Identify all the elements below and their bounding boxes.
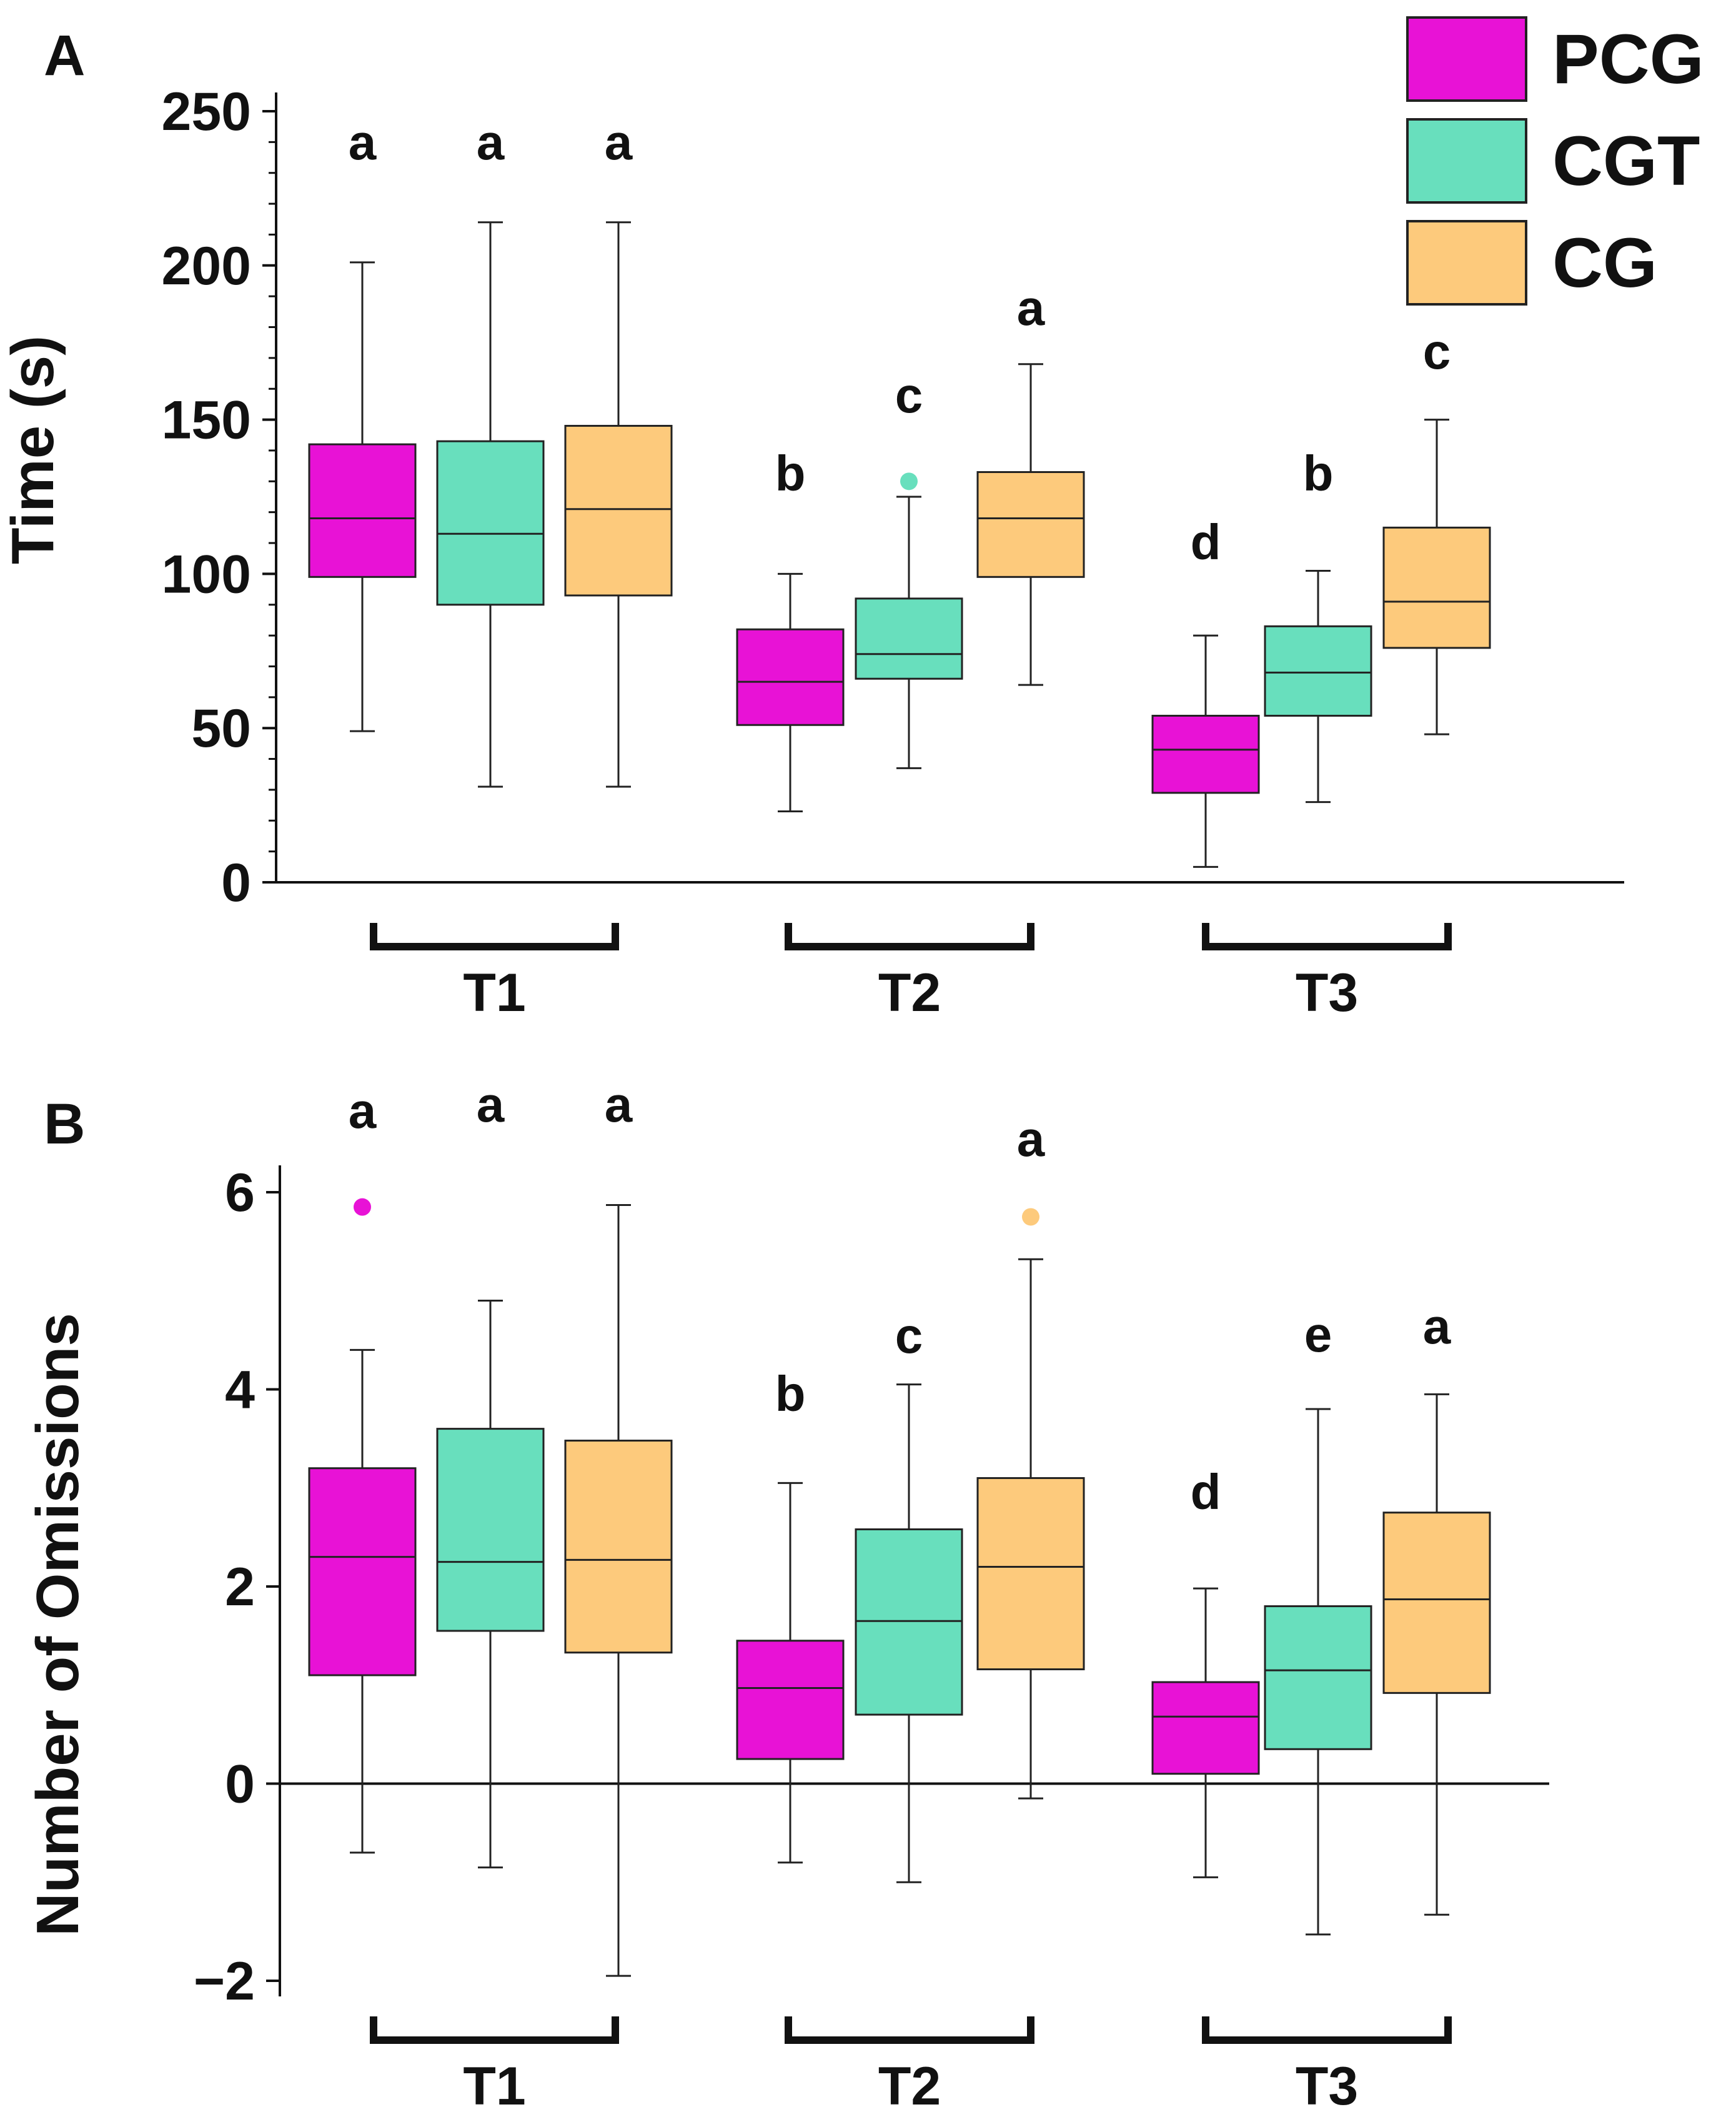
iqr-box bbox=[855, 1528, 963, 1716]
significance-letter: a bbox=[349, 1083, 377, 1138]
significance-letter: b bbox=[775, 1366, 806, 1422]
significance-letter: d bbox=[1191, 1464, 1221, 1520]
y-axis-label: Number of Omissions bbox=[24, 1313, 91, 1936]
iqr-box bbox=[436, 440, 545, 606]
significance-letter: a bbox=[477, 1077, 505, 1132]
significance-letter: b bbox=[775, 446, 806, 501]
iqr-box bbox=[564, 424, 673, 597]
box-cgt-t1: a bbox=[436, 114, 545, 788]
iqr-box bbox=[855, 597, 963, 680]
significance-letter: c bbox=[895, 367, 923, 423]
box-cg-t3: c bbox=[1382, 324, 1491, 735]
significance-letter: a bbox=[1017, 280, 1045, 336]
y-axis-label: Time (s) bbox=[0, 336, 66, 564]
box-cgt-t3: b bbox=[1264, 446, 1372, 804]
significance-letter: d bbox=[1191, 514, 1221, 570]
y-tick-label: 6 bbox=[225, 1163, 255, 1223]
legend-swatch bbox=[1406, 16, 1527, 102]
y-tick-label: 150 bbox=[162, 391, 252, 451]
box-pcg-t2: b bbox=[736, 446, 845, 812]
group-label: T1 bbox=[463, 2056, 525, 2116]
legend: PCG CGT CG bbox=[1406, 16, 1704, 306]
significance-letter: a bbox=[349, 114, 377, 170]
iqr-box bbox=[736, 1640, 845, 1760]
iqr-box bbox=[436, 1428, 545, 1632]
y-tick-label: 0 bbox=[221, 853, 251, 913]
y-tick-label: −2 bbox=[194, 1951, 255, 2011]
iqr-box bbox=[976, 1477, 1085, 1671]
y-tick-label: 2 bbox=[225, 1557, 255, 1617]
box-cgt-t1: a bbox=[436, 1077, 545, 1869]
iqr-box bbox=[976, 471, 1085, 578]
box-cg-t1: a bbox=[564, 114, 673, 788]
box-pcg-t3: d bbox=[1151, 514, 1260, 868]
outlier-point bbox=[354, 1198, 371, 1216]
y-tick-label: 4 bbox=[225, 1360, 255, 1420]
iqr-box bbox=[1382, 1512, 1491, 1694]
box-pcg-t1: a bbox=[308, 1083, 417, 1854]
significance-letter: a bbox=[605, 1077, 633, 1132]
y-tick-label: 200 bbox=[162, 236, 252, 296]
box-pcg-t3: d bbox=[1151, 1464, 1260, 1878]
group-label: T2 bbox=[878, 2056, 941, 2116]
panel-letter: B bbox=[44, 1092, 85, 1156]
iqr-box bbox=[564, 1440, 673, 1654]
box-cgt-t2: c bbox=[855, 367, 963, 769]
iqr-box bbox=[736, 628, 845, 726]
group-label: T1 bbox=[463, 963, 525, 1023]
group-label: T3 bbox=[1296, 963, 1358, 1023]
y-tick-label: 250 bbox=[162, 82, 252, 142]
significance-letter: b bbox=[1303, 446, 1334, 501]
group-label: T3 bbox=[1296, 2056, 1358, 2116]
box-cg-t2: a bbox=[976, 1111, 1085, 1800]
group-bracket bbox=[785, 923, 1034, 950]
box-pcg-t1: a bbox=[308, 114, 417, 732]
group-bracket bbox=[370, 2016, 619, 2044]
significance-letter: c bbox=[1423, 324, 1451, 379]
panel-b: B −2 0 2 4 6 Number of Omissions a b d a c e a a a T1 T2 T… bbox=[24, 1077, 1549, 2116]
box-cgt-t2: c bbox=[855, 1308, 963, 1883]
box-pcg-t2: b bbox=[736, 1366, 845, 1864]
iqr-box bbox=[1382, 526, 1491, 649]
legend-swatch bbox=[1406, 220, 1527, 306]
iqr-box bbox=[308, 443, 417, 578]
outlier-point bbox=[1022, 1208, 1039, 1226]
legend-swatch bbox=[1406, 118, 1527, 204]
box-cg-t3: a bbox=[1382, 1298, 1491, 1916]
y-tick-label: 100 bbox=[162, 544, 252, 604]
significance-letter: e bbox=[1304, 1307, 1332, 1362]
box-cg-t1: a bbox=[564, 1077, 673, 1977]
significance-letter: a bbox=[1017, 1111, 1045, 1167]
y-tick-label: 50 bbox=[191, 699, 251, 759]
significance-letter: a bbox=[477, 114, 505, 170]
legend-label: CGT bbox=[1552, 122, 1700, 200]
panel-letter: A bbox=[44, 24, 85, 87]
group-bracket bbox=[370, 923, 619, 950]
significance-letter: c bbox=[895, 1308, 923, 1363]
box-cg-t2: a bbox=[976, 280, 1085, 686]
outlier-point bbox=[900, 472, 918, 491]
significance-letter: a bbox=[605, 114, 633, 170]
iqr-box bbox=[308, 1467, 417, 1676]
significance-letter: a bbox=[1423, 1298, 1451, 1354]
group-bracket bbox=[1202, 923, 1452, 950]
panel-a: A 0 50 100 150 200 250 Time (s) a b d a c b a a c T1 T2 T3 bbox=[0, 24, 1624, 1023]
group-bracket bbox=[1202, 2016, 1452, 2044]
iqr-box bbox=[1151, 714, 1260, 794]
legend-label: CG bbox=[1552, 224, 1657, 302]
group-bracket bbox=[785, 2016, 1034, 2044]
group-label: T2 bbox=[878, 963, 941, 1023]
iqr-box bbox=[1264, 625, 1372, 717]
iqr-box bbox=[1151, 1681, 1260, 1775]
legend-label: PCG bbox=[1552, 20, 1704, 98]
y-tick-label: 0 bbox=[225, 1755, 255, 1815]
box-cgt-t3: e bbox=[1264, 1307, 1372, 1936]
iqr-box bbox=[1264, 1605, 1372, 1750]
